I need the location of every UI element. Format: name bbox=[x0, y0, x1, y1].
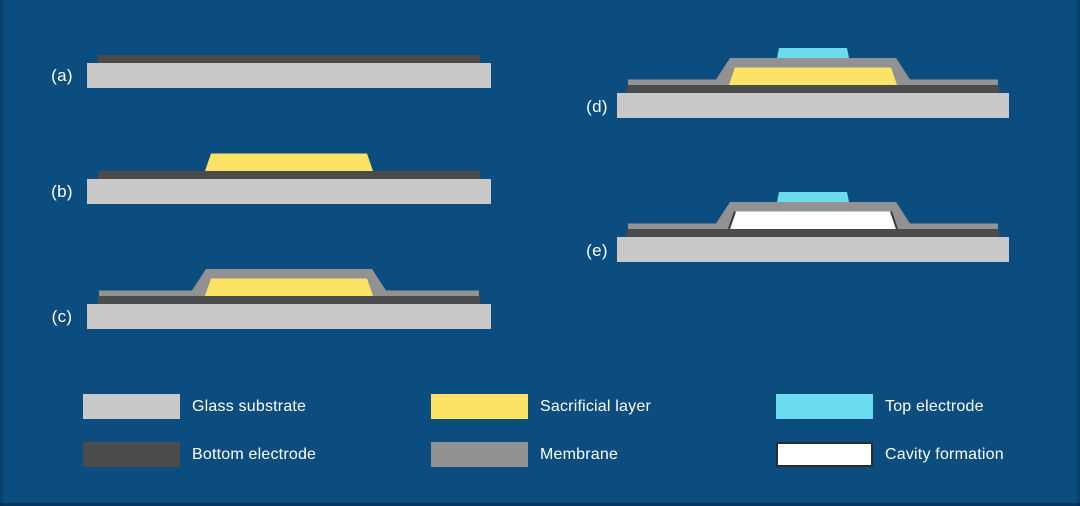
legend-item-cavity-formation: Cavity formation bbox=[776, 442, 1004, 467]
step-b-sacrificial-layer-shape bbox=[205, 153, 373, 171]
step-e-bottom-electrode-shape bbox=[627, 229, 999, 237]
step-b-glass-substrate-shape bbox=[87, 179, 491, 204]
legend-item-glass-substrate: Glass substrate bbox=[83, 394, 306, 419]
legend-swatch-sacrificial-layer bbox=[431, 394, 528, 419]
step-label-d: (d) bbox=[586, 97, 608, 116]
step-e-top-electrode-shape bbox=[777, 192, 849, 202]
step-e-cavity-edge-lines bbox=[728, 211, 898, 230]
step-c-bottom-electrode-shape bbox=[98, 296, 480, 304]
step-label-b: (b) bbox=[51, 182, 73, 201]
step-e-cavity-shape bbox=[729, 211, 897, 229]
legend-item-membrane: Membrane bbox=[431, 442, 618, 467]
legend-swatch-bottom-electrode bbox=[83, 442, 180, 467]
step-e-glass-substrate-shape bbox=[617, 237, 1009, 262]
step-c-glass-substrate-shape bbox=[87, 304, 491, 329]
legend-swatch-membrane bbox=[431, 442, 528, 467]
legend-label-glass-substrate: Glass substrate bbox=[192, 398, 307, 415]
legend-label-bottom-electrode: Bottom electrode bbox=[192, 446, 317, 463]
step-b-bottom-electrode-shape bbox=[98, 171, 480, 179]
legend-item-top-electrode: Top electrode bbox=[776, 394, 984, 419]
legend-label-sacrificial-layer: Sacrificial layer bbox=[540, 398, 651, 415]
legend-label-membrane: Membrane bbox=[540, 446, 619, 463]
step-label-a: (a) bbox=[51, 66, 73, 85]
step-label-c: (c) bbox=[51, 307, 73, 326]
step-c-sacrificial-layer-shape bbox=[205, 278, 373, 296]
legend-item-sacrificial-layer: Sacrificial layer bbox=[431, 394, 651, 419]
legend-swatch-top-electrode bbox=[776, 394, 873, 419]
step-a-glass-substrate-shape bbox=[87, 63, 491, 88]
step-d-sacrificial-layer-shape bbox=[729, 67, 897, 85]
legend-item-bottom-electrode: Bottom electrode bbox=[83, 442, 316, 467]
step-d-bottom-electrode-shape bbox=[627, 85, 999, 93]
legend-swatch-glass-substrate bbox=[83, 394, 180, 419]
step-d-glass-substrate-shape bbox=[617, 93, 1009, 118]
legend-label-top-electrode: Top electrode bbox=[885, 398, 984, 415]
step-a-bottom-electrode-shape bbox=[98, 55, 480, 63]
legend-swatch-cavity-formation bbox=[776, 442, 873, 467]
step-label-e: (e) bbox=[586, 241, 608, 260]
legend-label-cavity-formation: Cavity formation bbox=[885, 446, 1004, 463]
step-d-top-electrode-shape bbox=[777, 48, 849, 58]
